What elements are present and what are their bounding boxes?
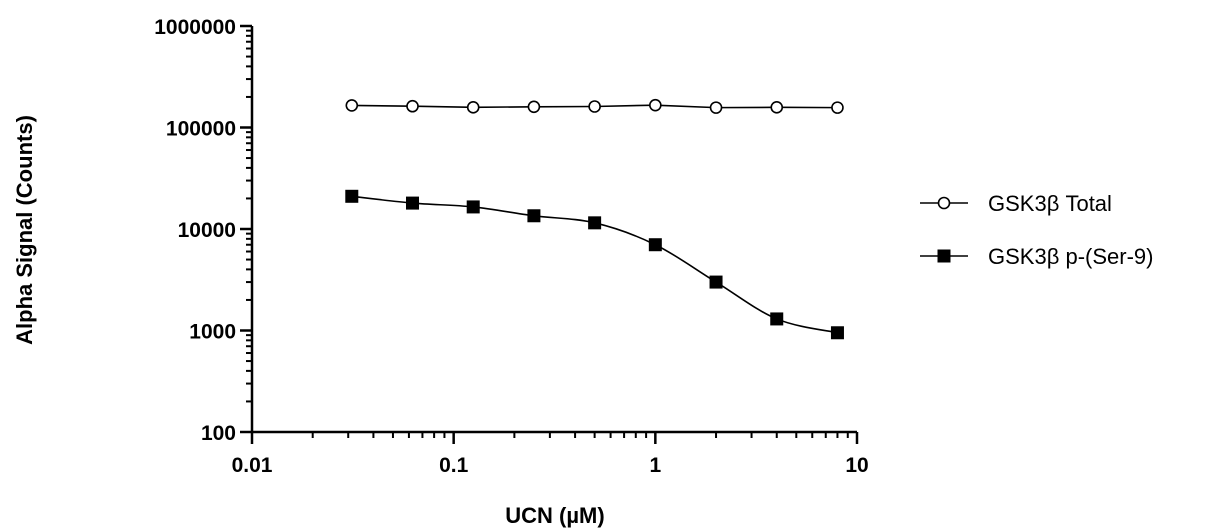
legend-item-2: GSK3β p-(Ser-9) <box>920 244 1153 269</box>
legend-label: GSK3β p-(Ser-9) <box>988 244 1153 269</box>
legend-marker <box>937 196 951 210</box>
data-point <box>466 200 480 214</box>
series-2 <box>345 189 844 340</box>
y-tick-label: 1000000 <box>154 16 236 39</box>
data-point <box>527 209 541 223</box>
series-1 <box>345 98 844 114</box>
legend-item-1: GSK3β Total <box>920 191 1112 216</box>
data-point <box>770 101 784 114</box>
x-tick-label: 10 <box>845 454 868 477</box>
y-tick-label: 100000 <box>166 118 236 141</box>
axes: 100 1000 10000 100000 1000000 0.01 0.1 1 10 <box>154 16 868 477</box>
data-point <box>770 312 784 326</box>
data-point <box>588 216 602 230</box>
data-point <box>466 101 480 114</box>
data-point <box>709 275 723 289</box>
y-tick-label: 10000 <box>178 219 236 242</box>
data-point <box>648 238 662 252</box>
data-point <box>345 99 359 112</box>
x-tick-label: 1 <box>649 454 661 477</box>
x-axis-title: UCN (µM) <box>505 503 604 528</box>
data-point <box>588 100 601 113</box>
legend: GSK3β Total GSK3β p-(Ser-9) <box>920 191 1153 269</box>
data-point <box>527 100 541 114</box>
x-tick-label: 0.01 <box>232 454 273 477</box>
y-axis-title: Alpha Signal (Counts) <box>12 115 37 345</box>
y-tick-label: 1000 <box>189 321 236 344</box>
data-point <box>406 196 420 210</box>
legend-marker <box>937 249 951 263</box>
data-point <box>406 99 419 113</box>
data-point <box>830 326 844 340</box>
x-tick-label: 0.1 <box>439 454 469 477</box>
series-layer <box>345 98 844 340</box>
y-tick-label: 100 <box>201 422 236 445</box>
legend-label: GSK3β Total <box>988 191 1112 216</box>
data-point <box>345 189 359 203</box>
data-point <box>831 101 844 114</box>
data-point <box>649 98 662 112</box>
data-point <box>709 101 723 114</box>
